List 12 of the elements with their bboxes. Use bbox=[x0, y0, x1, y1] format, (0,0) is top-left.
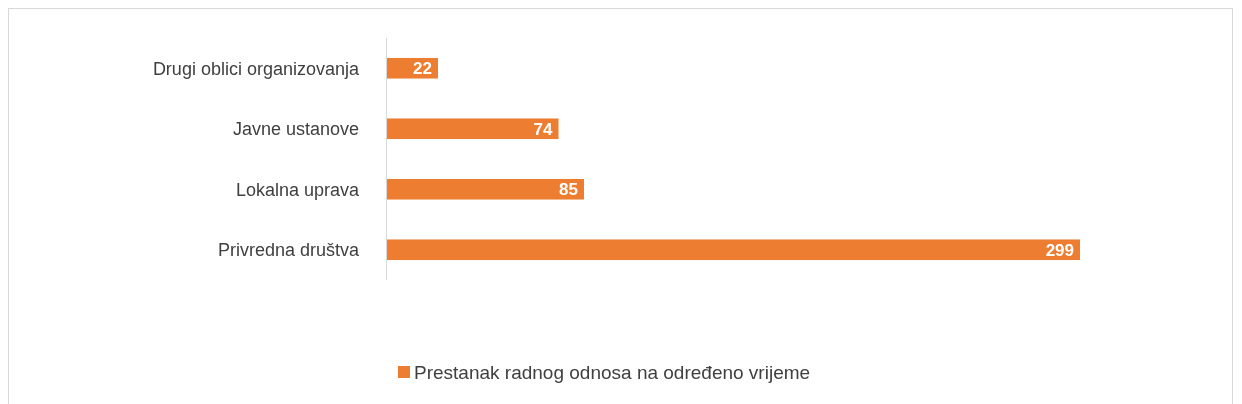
bar bbox=[387, 118, 559, 140]
data-label: 299 bbox=[1045, 240, 1074, 260]
y-tick-label: Javne ustanove bbox=[232, 119, 359, 140]
y-tick-label: Privredna društva bbox=[217, 240, 360, 261]
data-label: 22 bbox=[413, 59, 432, 79]
bar bbox=[387, 178, 585, 200]
y-tick-label: Lokalna uprava bbox=[235, 179, 360, 200]
bar bbox=[387, 239, 1080, 261]
data-label: 74 bbox=[533, 119, 554, 139]
y-tick-label: Drugi oblici organizovanja bbox=[152, 58, 360, 79]
data-label: 85 bbox=[559, 180, 579, 200]
legend-label: Prestanak radnog odnosa na određeno vrijeme bbox=[414, 361, 811, 383]
